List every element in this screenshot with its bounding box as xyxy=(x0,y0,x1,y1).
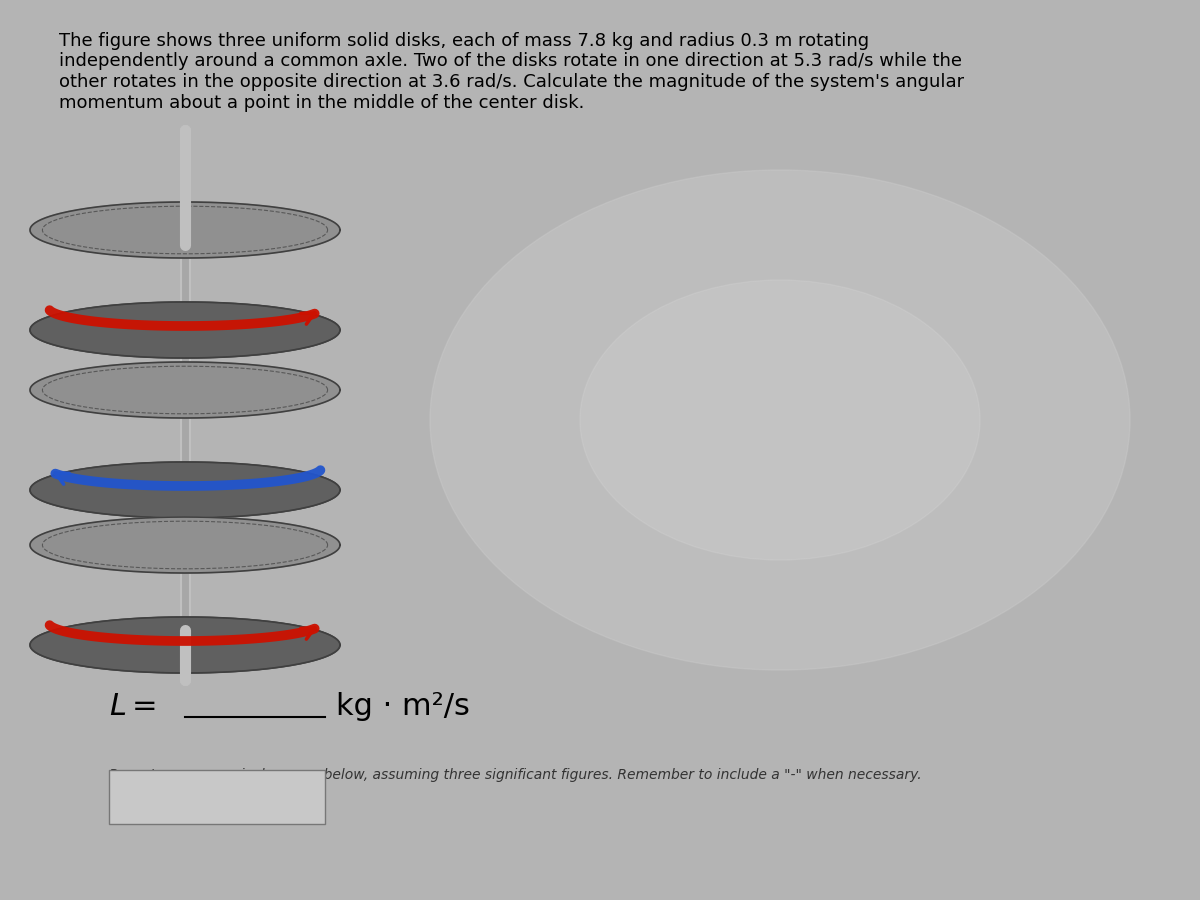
Text: $L=$: $L=$ xyxy=(109,691,157,722)
Polygon shape xyxy=(30,362,185,518)
Polygon shape xyxy=(185,202,340,358)
Ellipse shape xyxy=(430,170,1130,670)
Ellipse shape xyxy=(580,280,980,560)
Polygon shape xyxy=(30,517,185,673)
Polygon shape xyxy=(30,462,340,518)
Polygon shape xyxy=(30,362,340,418)
Text: Report your numerical answer below, assuming three significant figures. Remember: Report your numerical answer below, assu… xyxy=(109,768,922,781)
Polygon shape xyxy=(30,302,340,358)
Polygon shape xyxy=(30,617,340,673)
Polygon shape xyxy=(30,202,185,358)
Text: The figure shows three uniform solid disks, each of mass 7.8 kg and radius 0.3 m: The figure shows three uniform solid dis… xyxy=(59,32,965,112)
Polygon shape xyxy=(30,202,340,258)
Polygon shape xyxy=(185,362,340,518)
Polygon shape xyxy=(185,517,340,673)
Polygon shape xyxy=(30,517,340,573)
Text: kg · m²/s: kg · m²/s xyxy=(336,692,470,721)
FancyBboxPatch shape xyxy=(109,770,325,824)
